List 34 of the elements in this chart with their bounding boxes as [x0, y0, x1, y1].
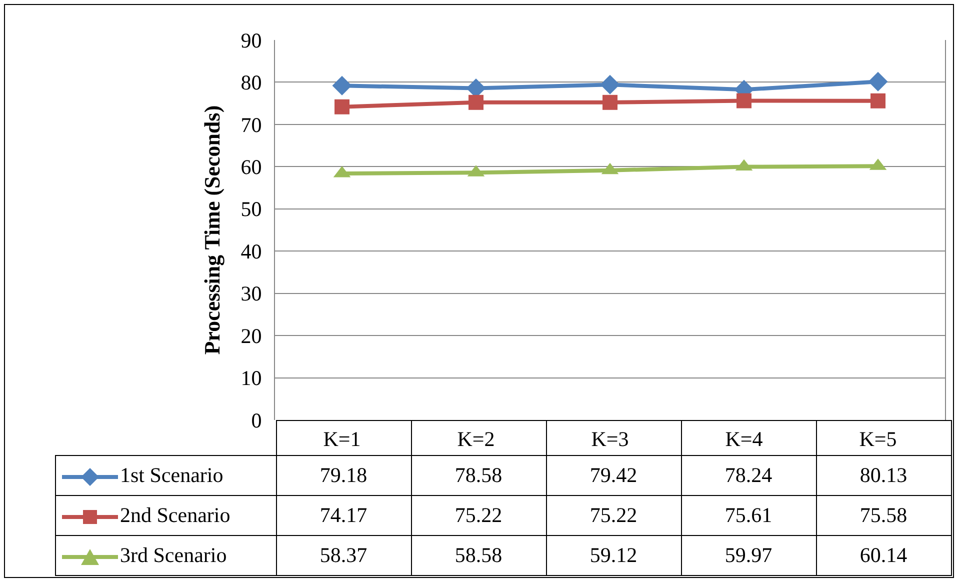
data-label: 58.37 — [276, 535, 411, 575]
legend-label: 3rd Scenario — [120, 542, 227, 566]
y-tick-label: 30 — [240, 282, 262, 306]
data-label: 78.24 — [681, 455, 816, 495]
data-label: 60.14 — [816, 535, 951, 575]
data-label: 79.42 — [546, 455, 681, 495]
data-label: 75.58 — [816, 495, 951, 535]
data-label: 78.58 — [411, 455, 546, 495]
x-tick-label: K=4 — [725, 427, 764, 451]
data-label: 80.13 — [816, 455, 951, 495]
data-label: 58.58 — [411, 535, 546, 575]
x-tick-label: K=1 — [323, 427, 361, 451]
data-label: 59.97 — [681, 535, 816, 575]
y-tick-label: 90 — [240, 28, 262, 52]
y-axis-title: Processing Time (Seconds) — [200, 105, 225, 355]
y-tick-label: 0 — [251, 408, 262, 432]
y-tick-label: 40 — [240, 239, 262, 264]
y-tick-label: 10 — [240, 366, 262, 390]
y-tick-label: 70 — [240, 112, 262, 137]
x-tick-label: K=3 — [591, 427, 629, 451]
data-label: 79.18 — [276, 455, 411, 495]
legend-label: 2nd Scenario — [120, 502, 230, 526]
y-tick-label: 50 — [240, 197, 262, 222]
y-tick-label: 60 — [240, 155, 262, 180]
y-tick-label: 20 — [240, 324, 262, 348]
x-tick-label: K=5 — [859, 427, 897, 451]
y-tick-label: 80 — [240, 70, 262, 95]
data-label: 59.12 — [546, 535, 681, 575]
data-label: 74.17 — [276, 495, 411, 535]
legend-label: 1st Scenario — [120, 462, 224, 486]
data-label: 75.61 — [681, 495, 816, 535]
data-label: 75.22 — [411, 495, 546, 535]
x-tick-label: K=2 — [457, 427, 495, 451]
data-label: 75.22 — [546, 495, 681, 535]
